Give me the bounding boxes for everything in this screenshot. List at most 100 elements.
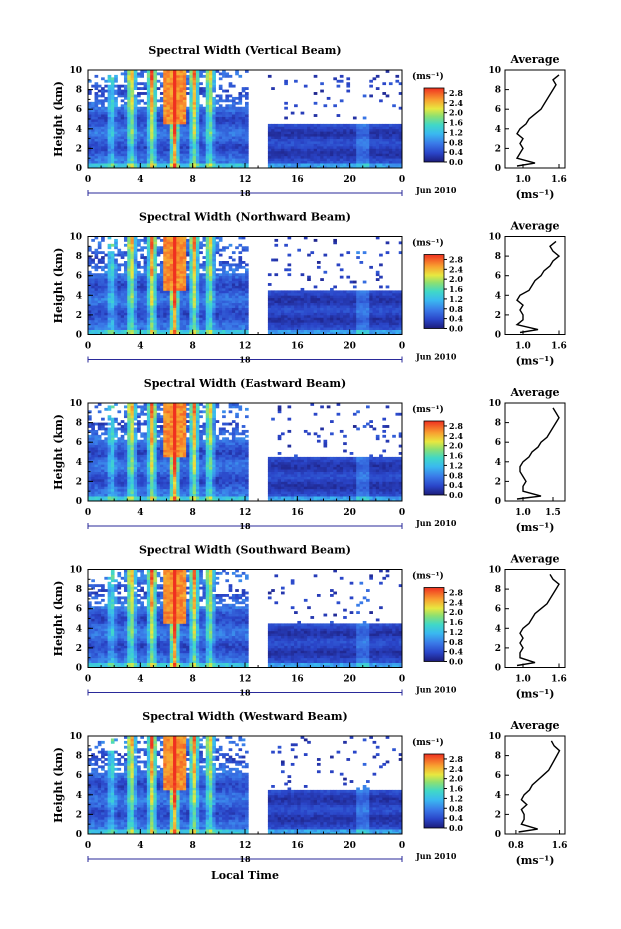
heatmap-cell [271,297,275,301]
heatmap-cell [123,119,128,122]
heatmap-cell [205,131,210,135]
heatmap-cell [209,273,213,277]
heatmap-cell [150,302,154,306]
heatmap-cell [182,253,187,257]
heatmap-cell [372,314,377,318]
heatmap-cell [346,302,351,306]
profile-frame [504,69,566,169]
heatmap-cell [369,327,373,330]
heatmap-cell [297,128,301,132]
heatmap-cell [297,143,301,147]
heatmap-cell [212,295,216,299]
heatmap-cell [310,131,315,135]
heatmap-cell [110,119,115,122]
heatmap-cell [392,128,396,132]
heatmap-cell [209,160,213,164]
heatmap-cell [209,77,213,81]
heatmap-cell [228,329,233,333]
heatmap-cell [195,236,200,240]
heatmap-cell [153,246,158,250]
heatmap-cell [94,119,99,122]
heatmap-cell [300,287,305,291]
heatmap-cell [231,263,236,267]
heatmap-cell [339,322,344,326]
heatmap-cell [137,261,141,264]
heatmap-cell [222,143,226,147]
heatmap-cell [215,251,220,255]
heatmap-cell [228,148,233,152]
heatmap-cell [199,106,203,110]
heatmap-cell [209,251,213,255]
heatmap-cell [359,133,364,137]
heatmap-cell [88,283,92,286]
heatmap-cell [202,324,207,328]
heatmap-cell [176,329,180,333]
heatmap-cell [235,138,239,142]
heatmap-cell [88,246,92,250]
heatmap-cell [362,312,367,316]
heatmap-cell [339,329,344,333]
heatmap-cell [127,141,131,144]
heatmap-cell [159,92,164,95]
heatmap-cell [143,324,148,328]
heatmap-cell [186,119,190,122]
heatmap-cell [267,128,272,132]
heatmap-cell [369,94,373,98]
heatmap-cell [392,141,396,144]
heatmap-cell [382,82,387,86]
heatmap-cell [150,246,154,250]
heatmap-cell [222,148,226,152]
heatmap-cell [267,148,272,152]
heatmap-cell [372,324,377,328]
heatmap-cell [88,148,92,152]
heatmap-cell [352,324,357,328]
heatmap-cell [199,121,203,125]
heatmap-cell [316,310,321,313]
heatmap-cell [267,74,272,78]
heatmap-cell [245,278,249,281]
heatmap-cell [238,165,243,169]
heatmap-cell [343,145,347,149]
heatmap-cell [290,143,295,147]
heatmap-cell [284,148,288,152]
heatmap-cell [130,278,135,281]
heatmap-cell [280,141,285,144]
heatmap-cell [133,327,138,330]
heatmap-cell [310,300,315,304]
heatmap-cell [169,285,174,289]
heatmap-cell [166,268,171,272]
heatmap-cell [215,327,220,330]
heatmap-cell [110,302,115,306]
heatmap-cell [166,275,171,279]
heatmap-cell [349,302,354,306]
heatmap-cell [382,155,387,159]
heatmap-cell [88,258,92,262]
heatmap-cell [392,143,396,147]
heatmap-cell [130,263,135,267]
heatmap-cell [385,133,390,137]
heatmap-cell [280,123,285,127]
heatmap-cell [153,104,158,108]
heatmap-cell [133,322,138,326]
heatmap-cell [352,295,357,299]
heatmap-cell [179,312,184,316]
heatmap-cell [359,307,364,311]
heatmap-cell [130,153,135,157]
heatmap-cell [182,236,187,240]
heatmap-cell [140,275,144,279]
heatmap-cell [150,297,154,301]
heatmap-cell [215,145,220,149]
heatmap-cell [189,131,194,135]
heatmap-cell [209,265,213,269]
heatmap-cell [140,99,144,103]
heatmap-cell [94,302,99,306]
heatmap-cell [146,300,151,304]
heatmap-cell [173,332,177,335]
heatmap-cell [140,119,144,122]
heatmap-cell [320,143,324,147]
heatmap-cell [277,153,282,157]
heatmap-cell [228,314,233,318]
heatmap-cell [150,155,154,159]
heatmap-cell [120,158,125,162]
heatmap-cell [169,106,174,110]
